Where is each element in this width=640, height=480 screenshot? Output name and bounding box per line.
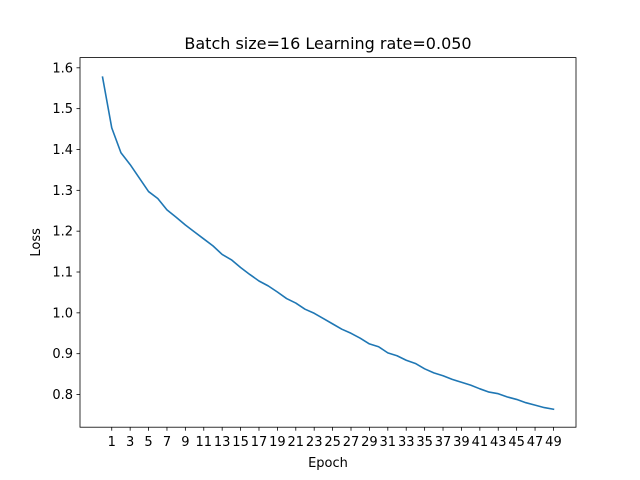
x-tick-label: 31 (380, 435, 397, 450)
x-tick-label: 1 (108, 435, 116, 450)
x-tick-label: 11 (195, 435, 212, 450)
plot-area (79, 57, 577, 428)
x-tick-label: 37 (435, 435, 452, 450)
y-tick-label: 1.0 (52, 306, 73, 321)
x-axis: 1 3 5 7 9 11 13 15 17 19 21 23 25 27 29 31 33 35 37 39 41 43 4… (108, 427, 562, 450)
x-tick-label: 27 (343, 435, 360, 450)
x-tick-label: 21 (288, 435, 305, 450)
x-tick-label: 17 (251, 435, 268, 450)
y-tick-label: 1.6 (52, 61, 73, 76)
x-tick-label: 47 (527, 435, 544, 450)
y-tick-label: 1.3 (52, 184, 73, 199)
x-tick-label: 49 (545, 435, 562, 450)
y-axis: 0.8 0.9 1.0 1.1 1.2 1.3 1.4 1.5 1.6 (52, 61, 80, 403)
x-tick-label: 19 (269, 435, 286, 450)
x-tick-label: 35 (416, 435, 433, 450)
x-tick-label: 41 (472, 435, 489, 450)
x-tick-label: 29 (361, 435, 378, 450)
y-tick-label: 1.4 (52, 143, 73, 158)
y-tick-label: 0.8 (52, 388, 73, 403)
x-tick-label: 45 (508, 435, 525, 450)
x-tick-label: 9 (181, 435, 189, 450)
y-axis-label: Loss (29, 228, 44, 257)
x-tick-label: 23 (306, 435, 323, 450)
x-tick-label: 25 (324, 435, 341, 450)
x-tick-label: 43 (490, 435, 507, 450)
x-axis-label: Epoch (308, 456, 348, 471)
plot-frame (79, 57, 577, 428)
y-tick-label: 1.1 (52, 266, 73, 281)
x-tick-label: 3 (126, 435, 134, 450)
x-tick-label: 5 (144, 435, 152, 450)
x-tick-label: 15 (232, 435, 249, 450)
x-tick-label: 33 (398, 435, 415, 450)
y-tick-label: 0.9 (52, 347, 73, 362)
x-tick-label: 13 (214, 435, 231, 450)
series-line-loss (101, 76, 555, 411)
y-tick-label: 1.5 (52, 102, 73, 117)
chart-title: Batch size=16 Learning rate=0.050 (184, 34, 471, 53)
x-tick-label: 7 (163, 435, 171, 450)
y-tick-label: 1.2 (52, 225, 73, 240)
x-tick-label: 39 (453, 435, 470, 450)
